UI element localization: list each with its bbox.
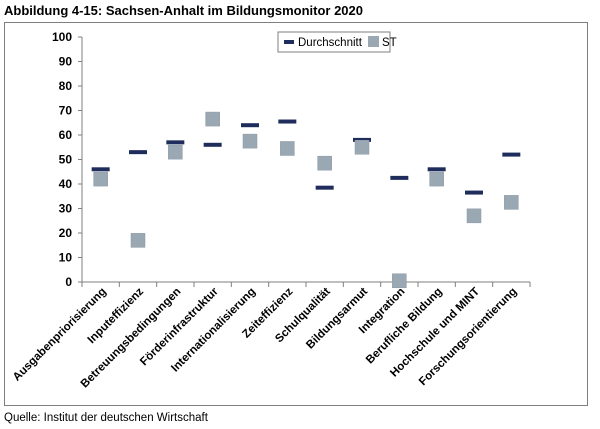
figure-title: Abbildung 4-15: Sachsen-Anhalt im Bildun… [4,3,363,18]
st-square-marker [392,273,407,289]
average-dash-marker [166,140,185,145]
y-tick-label: 80 [59,79,73,93]
st-square-marker [354,140,370,155]
average-dash-marker [315,185,334,190]
average-dash-marker [465,190,483,195]
st-square-marker [93,171,108,187]
y-tick-label: 0 [65,275,72,289]
source-note: Quelle: Institut der deutschen Wirtschaf… [4,412,208,424]
legend-box [277,31,391,53]
st-square-marker [242,133,258,149]
st-square-marker [280,141,295,156]
average-dash-marker [129,150,147,155]
average-dash-marker [91,167,110,172]
st-square-marker [205,111,220,127]
average-dash-marker [278,119,297,124]
st-square-marker [317,155,332,171]
chart-frame [4,22,588,406]
average-dash-marker [427,167,446,172]
y-tick-label: 100 [52,30,72,44]
st-square-marker [429,171,444,187]
y-tick-label: 60 [59,128,73,142]
legend-average-marker [284,40,294,44]
y-tick-label: 70 [59,104,73,118]
average-dash-marker [502,152,521,157]
average-dash-marker [390,175,409,180]
y-tick-label: 50 [59,153,73,167]
y-tick-label: 30 [59,202,73,216]
legend-st-marker [368,36,379,47]
legend-average-label: Durchschnitt [298,37,363,49]
y-tick-label: 20 [59,226,73,240]
y-tick-label: 90 [59,55,73,69]
st-square-marker [504,195,519,210]
y-tick-label: 10 [59,251,73,265]
st-square-marker [168,144,183,160]
average-dash-marker [241,123,259,128]
y-tick-label: 40 [59,177,73,191]
average-dash-marker [353,137,371,142]
legend-st-label: ST [382,37,397,49]
average-dash-marker [203,142,222,147]
st-square-marker [130,233,146,248]
st-square-marker [466,208,482,224]
